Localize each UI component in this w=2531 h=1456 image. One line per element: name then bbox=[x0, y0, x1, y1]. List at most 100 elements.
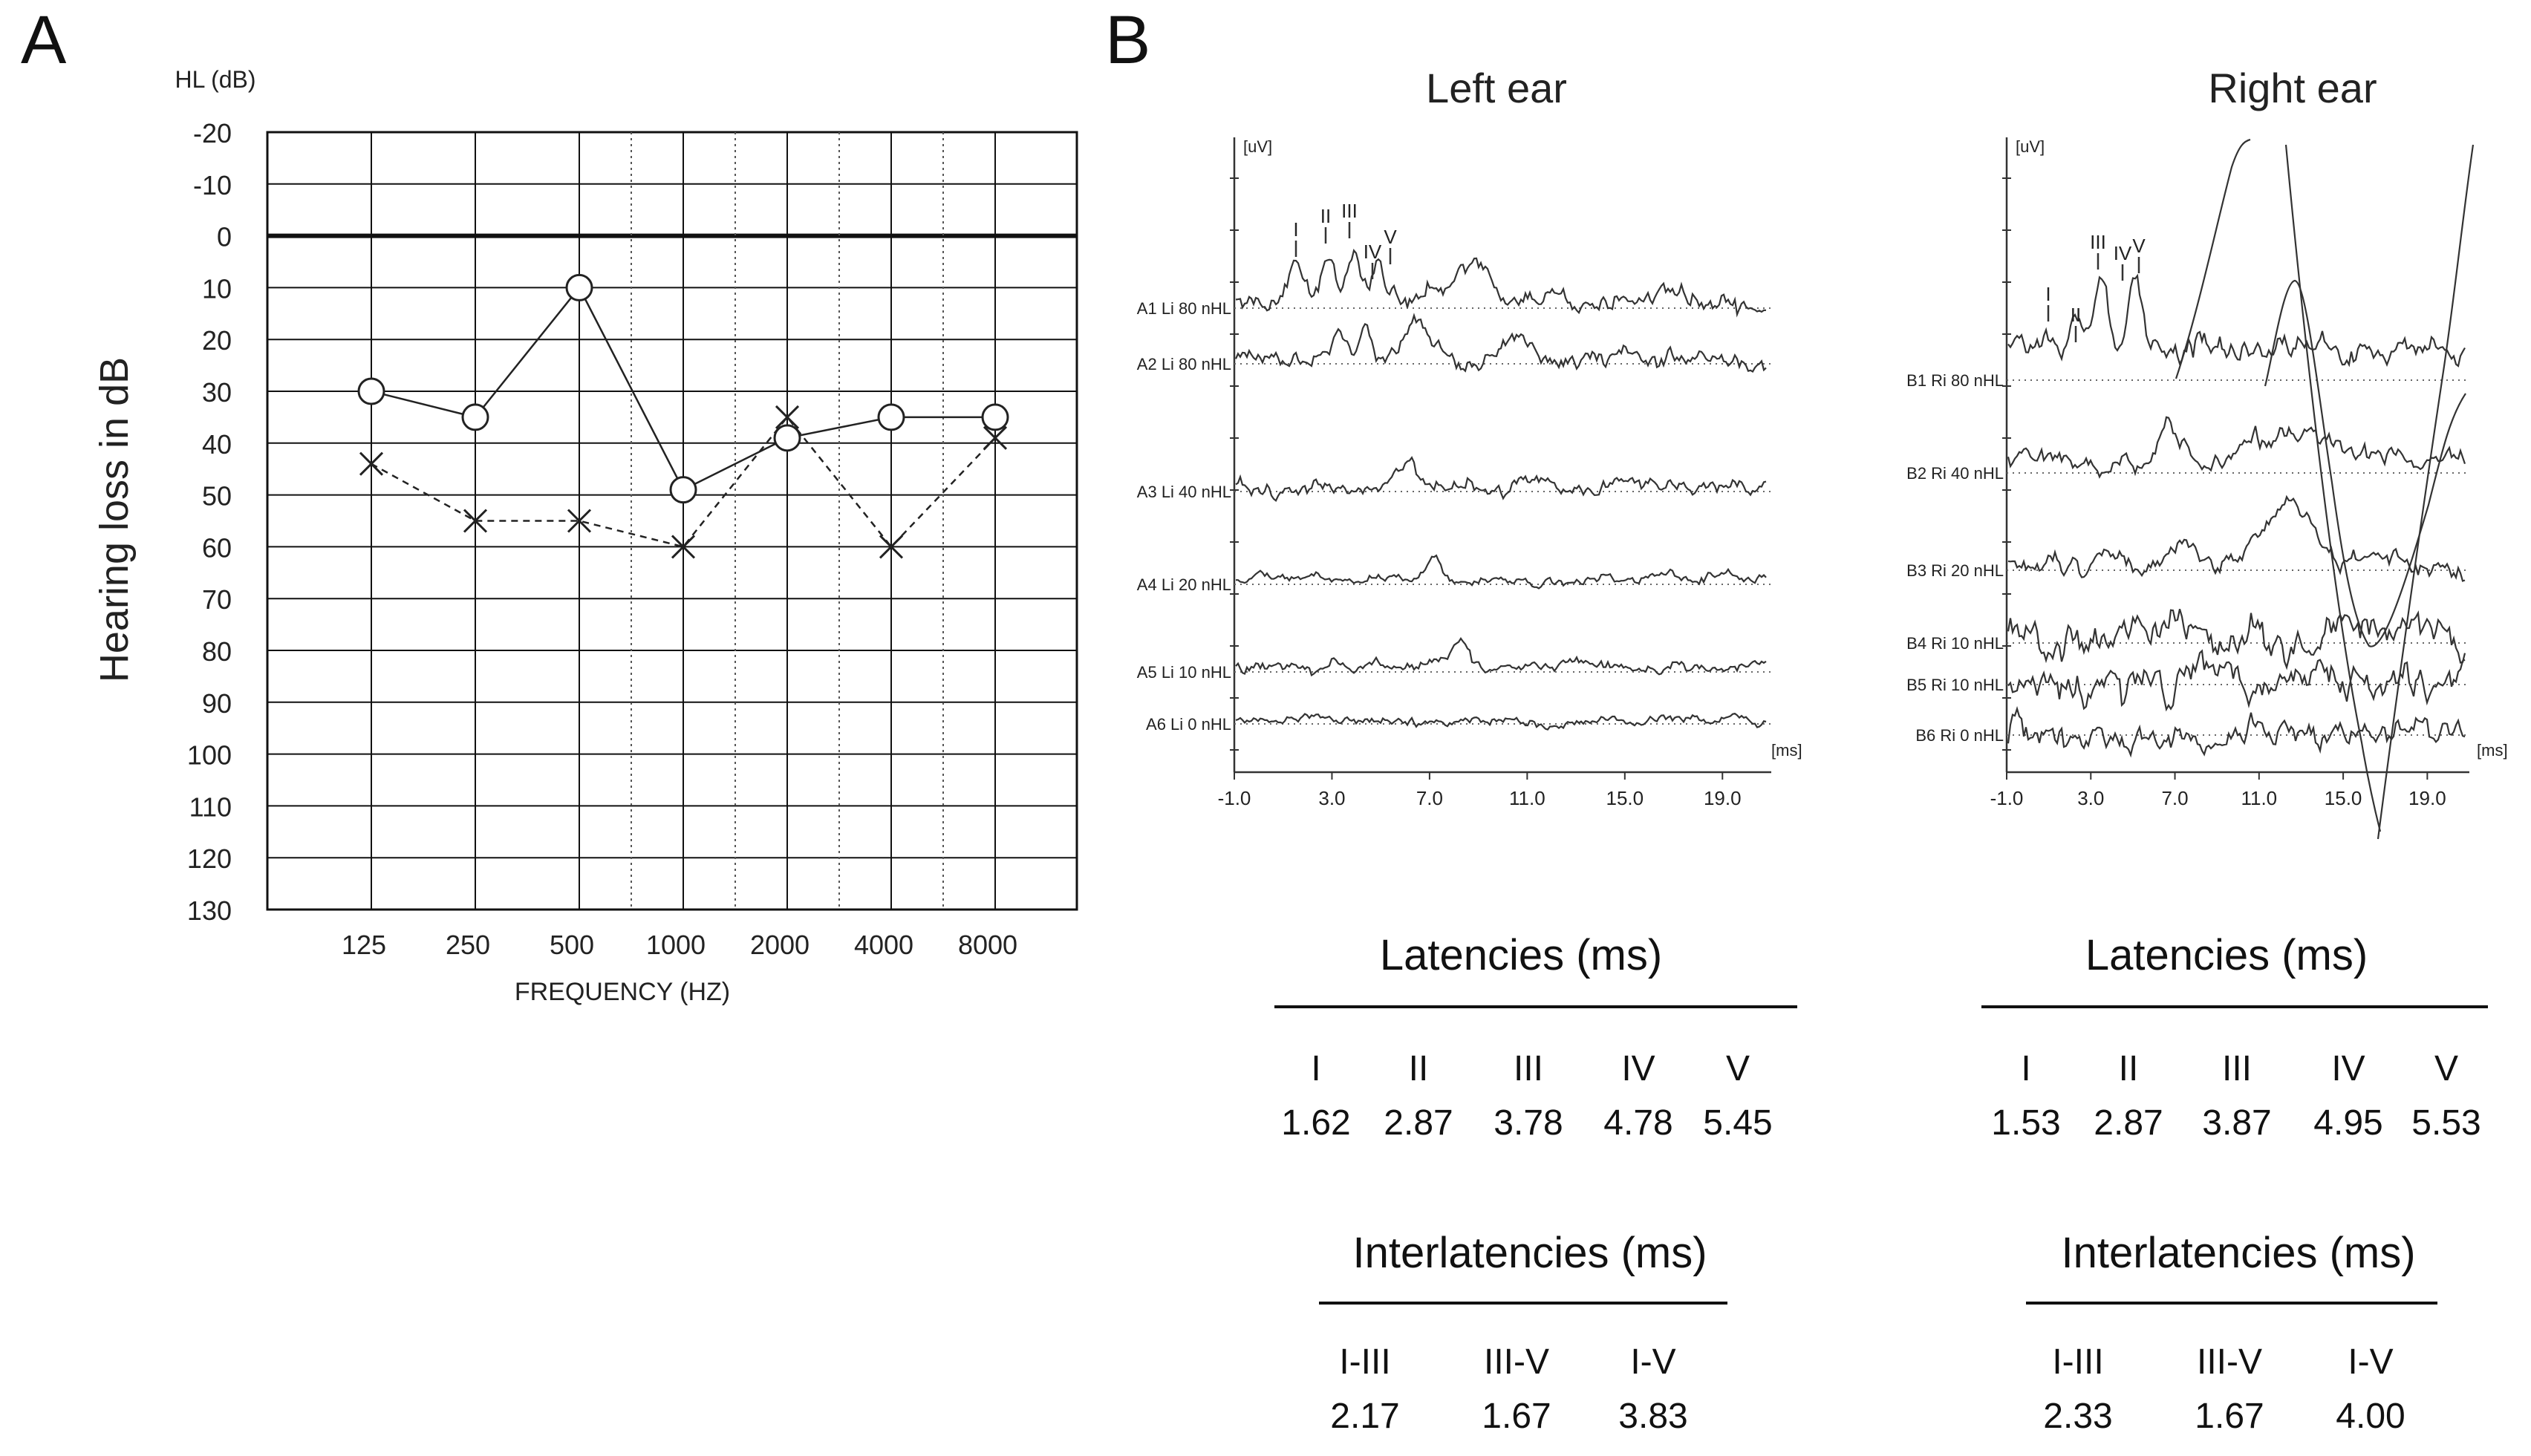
table-value: 3.87 bbox=[2202, 1103, 2271, 1143]
y-tick-label: 30 bbox=[202, 377, 232, 408]
abr-x-tick-label: 11.0 bbox=[2241, 787, 2277, 809]
wave-label: I bbox=[1293, 218, 1298, 241]
y-tick-label: 80 bbox=[202, 636, 232, 667]
series-o-point bbox=[773, 424, 801, 452]
table-header: V bbox=[2434, 1049, 2458, 1088]
series-x-point bbox=[463, 509, 488, 533]
x-axis-label: FREQUENCY (HZ) bbox=[515, 978, 730, 1006]
trace-label: B4 Ri 10 nHL bbox=[1906, 634, 2004, 653]
abr-trace-artifact bbox=[2284, 144, 2382, 832]
trace-label: B1 Ri 80 nHL bbox=[1906, 371, 2004, 390]
abr-trace-artifact bbox=[2175, 138, 2251, 379]
table-header: III bbox=[1514, 1049, 1543, 1088]
table-title: Interlatencies (ms) bbox=[1352, 1229, 1707, 1277]
abr-x-tick-label: 15.0 bbox=[1606, 787, 1644, 809]
table-header: I bbox=[1311, 1049, 1320, 1088]
x-tick-label: 500 bbox=[550, 930, 594, 960]
y-tick-label: 50 bbox=[202, 481, 232, 512]
y-tick-label: 60 bbox=[202, 532, 232, 563]
trace-label: A4 Li 20 nHL bbox=[1137, 575, 1231, 594]
table-value: 2.87 bbox=[2094, 1103, 2163, 1143]
abr-trace bbox=[1235, 456, 1767, 503]
table-value: 5.53 bbox=[2411, 1103, 2480, 1143]
x-tick-label: 4000 bbox=[854, 930, 913, 960]
y-tick-label: 110 bbox=[189, 791, 232, 822]
trace-label: A5 Li 10 nHL bbox=[1137, 663, 1231, 682]
unit-uv-label: [uV] bbox=[1243, 137, 1272, 156]
abr-trace bbox=[2007, 494, 2466, 582]
table-value: 1.67 bbox=[2195, 1397, 2264, 1436]
series-o-point bbox=[565, 273, 593, 301]
abr-trace bbox=[2007, 416, 2466, 479]
table-value: 2.17 bbox=[1330, 1397, 1399, 1436]
y-tick-label: -20 bbox=[193, 118, 232, 148]
abr-trace bbox=[1236, 554, 1767, 590]
table-value: 5.45 bbox=[1703, 1103, 1772, 1143]
panel-letter-b: B bbox=[1105, 2, 1151, 78]
abr-x-tick-label: 7.0 bbox=[1416, 787, 1443, 809]
y-axis-label: Hearing loss in dB bbox=[92, 357, 137, 682]
table-header: IV bbox=[1621, 1049, 1655, 1088]
table-header: IV bbox=[2331, 1049, 2365, 1088]
unit-ms-label: [ms] bbox=[1771, 741, 1802, 760]
series-x-point bbox=[879, 535, 904, 559]
unit-ms-label: [ms] bbox=[2477, 741, 2508, 760]
table-title: Latencies (ms) bbox=[2085, 931, 2368, 979]
wave-label: I bbox=[2045, 283, 2050, 305]
abr-title: Left ear bbox=[1426, 65, 1567, 111]
series-x-point bbox=[359, 451, 384, 476]
table-header: III-V bbox=[1484, 1342, 1549, 1382]
y-tick-label: 120 bbox=[187, 843, 232, 874]
abr-title: Right ear bbox=[2208, 65, 2377, 111]
y-tick-label: 0 bbox=[217, 222, 232, 252]
abr-trace bbox=[2007, 608, 2466, 670]
unit-uv-label: [uV] bbox=[2016, 137, 2045, 156]
table-value: 1.53 bbox=[1991, 1103, 2060, 1143]
trace-label: B3 Ri 20 nHL bbox=[1906, 561, 2004, 580]
table-header: II bbox=[2119, 1049, 2139, 1088]
x-tick-label: 1000 bbox=[646, 930, 706, 960]
series-o-point bbox=[357, 377, 385, 405]
table-value: 4.78 bbox=[1603, 1103, 1672, 1143]
series-x-point bbox=[775, 405, 800, 429]
trace-label: B2 Ri 40 nHL bbox=[1906, 464, 2004, 483]
table-value: 4.95 bbox=[2313, 1103, 2382, 1143]
abr-left-ear-chart: Left ear [uV] [ms] -1.0 3.0 7.0 11.0 15.0 19.0 A1… bbox=[1137, 65, 1802, 809]
series-o-point bbox=[461, 403, 489, 431]
wave-label: V bbox=[2132, 235, 2146, 257]
y-tick-label: 90 bbox=[202, 688, 232, 719]
abr-trace bbox=[1235, 249, 1767, 318]
audiogram-chart: -20 -10 0 10 20 30 40 50 60 70 80 90 100 110 120 130 125… bbox=[92, 66, 1078, 1006]
series-o-point bbox=[981, 403, 1009, 431]
y-tick-label: 70 bbox=[202, 584, 232, 615]
abr-trace-artifact bbox=[2264, 279, 2466, 647]
table-value: 1.62 bbox=[1281, 1103, 1350, 1143]
abr-x-tick-label: 7.0 bbox=[2161, 787, 2188, 809]
table-value: 3.83 bbox=[1618, 1397, 1687, 1436]
table-value: 1.67 bbox=[1482, 1397, 1551, 1436]
abr-trace bbox=[2007, 273, 2466, 368]
abr-trace bbox=[1234, 313, 1767, 373]
panel-letter-a: A bbox=[21, 2, 67, 78]
table-header: I-V bbox=[1630, 1342, 1675, 1382]
abr-right-ear-chart: Right ear [uV] [ms] -1.0 3.0 7.0 11.0 15.0 19.0 B… bbox=[1906, 65, 2508, 840]
abr-x-tick-label: 3.0 bbox=[2077, 787, 2104, 809]
table-header: I-III bbox=[1339, 1342, 1390, 1382]
trace-label: A2 Li 80 nHL bbox=[1137, 355, 1231, 373]
abr-trace bbox=[1235, 637, 1767, 677]
x-tick-label: 250 bbox=[446, 930, 490, 960]
table-title: Latencies (ms) bbox=[1380, 931, 1662, 979]
y-tick-label: 40 bbox=[202, 429, 232, 460]
trace-label: A6 Li 0 nHL bbox=[1146, 715, 1231, 734]
series-o-point bbox=[877, 403, 905, 431]
table-value: 2.87 bbox=[1384, 1103, 1453, 1143]
table-header: I-III bbox=[2052, 1342, 2103, 1382]
table-header: III bbox=[2222, 1049, 2252, 1088]
abr-trace bbox=[2007, 649, 2466, 712]
y-tick-label: -10 bbox=[193, 170, 232, 200]
y-tick-label: 100 bbox=[187, 740, 232, 771]
wave-label: IV bbox=[1364, 241, 1382, 263]
series-x-point bbox=[983, 425, 1008, 450]
wave-label: V bbox=[1384, 226, 1397, 248]
wave-label: III bbox=[1341, 200, 1358, 222]
